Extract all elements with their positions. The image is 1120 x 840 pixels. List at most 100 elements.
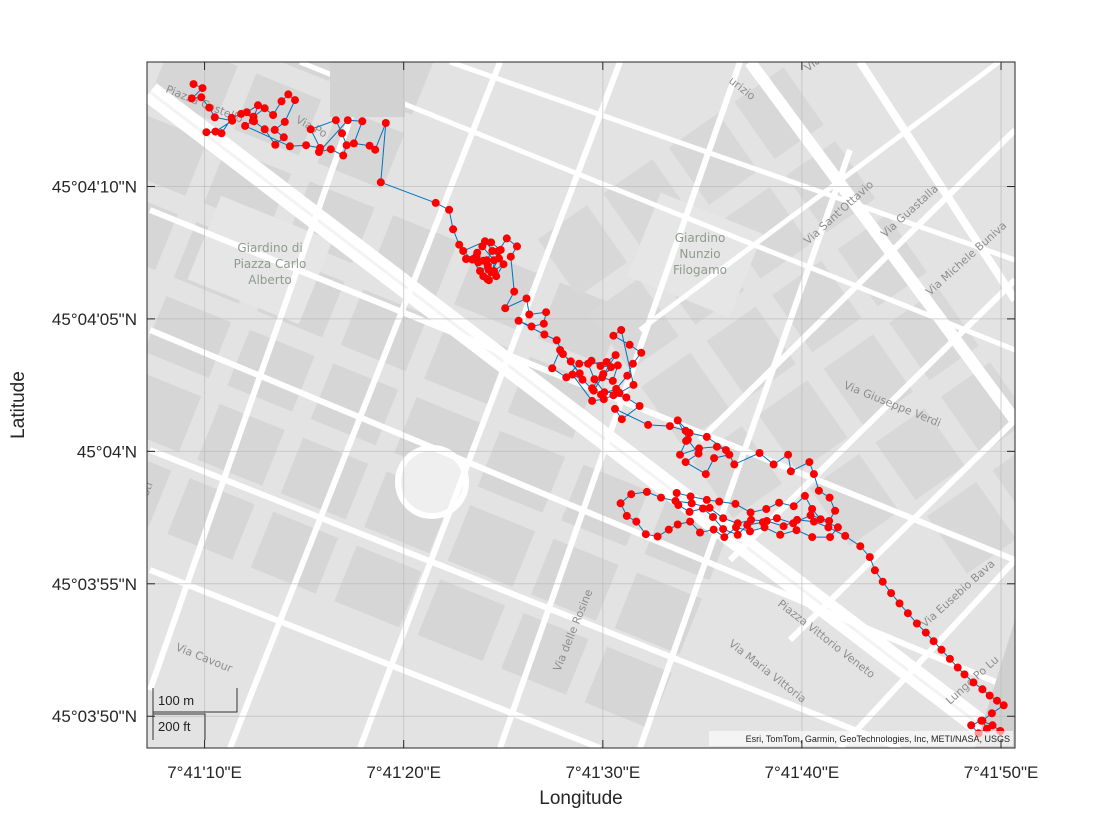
track-point [525,310,534,319]
track-point [455,240,464,249]
park-label-filogamo-line-3: Filogamo [673,263,727,277]
park-label-carlo-alberto-line-3: Alberto [248,273,292,287]
track-point [501,304,510,313]
track-point [978,685,987,694]
track-point [642,487,651,496]
track-point [552,336,561,345]
track-point [929,637,938,646]
track-point [641,530,650,539]
track-point [349,139,358,148]
park-label-filogamo-line-1: Giardino [675,231,726,245]
track-point [198,84,207,93]
track-point [671,497,680,505]
track-point [833,523,842,532]
track-point [912,619,921,628]
track-point [784,450,793,459]
track-point [279,133,288,142]
track-point [746,527,754,536]
track-point [510,287,519,296]
track-point [628,359,637,368]
track-point [953,663,962,672]
track-point [578,375,587,384]
track-point [499,260,508,269]
track-point [622,511,631,520]
track-point [653,532,662,541]
track-point [733,530,742,539]
track-point [865,553,874,562]
track-point [539,319,548,328]
track-point [816,515,825,524]
track-point [431,198,440,207]
track-point [187,94,196,103]
track-point [657,493,665,502]
axes-frame [146,61,1016,749]
track-point [476,267,484,275]
track-point [506,252,515,261]
track-point [254,101,262,110]
track-point [762,517,771,525]
track-point [625,340,634,349]
track-point [248,116,257,125]
track-point [331,116,340,125]
track-point [903,609,912,618]
track-point [449,225,458,234]
track-point [479,256,488,265]
track-point [702,495,711,504]
track-point [672,489,681,497]
track-point [710,454,719,463]
track-point [699,504,707,513]
track-point [687,499,696,508]
track-point [673,416,682,425]
label-edge-fragment: sti [139,480,156,497]
track-point [808,533,817,542]
track-point [513,242,521,251]
track-point [969,678,978,687]
track-point [702,432,711,441]
x-tick-label: 7°41'10"E [167,763,242,782]
track-point [664,525,673,534]
track-point [338,129,346,138]
track-point [685,428,694,437]
track-point [291,96,299,105]
track-point [189,80,198,89]
track-point [339,151,348,160]
track-point [269,111,278,119]
track-point [326,145,335,154]
track-point [814,486,823,495]
track-point [205,103,214,112]
y-tick-label: 45°04'10"N [52,178,137,197]
track-point [371,145,380,154]
track-point [358,117,367,126]
track-point [600,388,609,397]
track-point [719,525,728,534]
track-point [242,108,251,117]
large-building [330,62,405,117]
track-point [611,351,620,360]
x-tick-label: 7°41'40"E [765,763,840,782]
track-point [987,709,996,718]
track-point [462,255,470,263]
track-point [617,415,626,424]
track-point [611,404,619,413]
track-point [623,371,632,380]
track-point [522,294,531,303]
track-point [809,517,818,526]
track-points [187,80,1008,738]
track-point [211,127,220,136]
track-point [696,528,704,537]
grid-lines [147,62,1015,748]
track-point [730,460,739,469]
track-point [260,104,269,113]
track-point [747,515,756,524]
track-point [712,442,721,451]
x-tick-label: 7°41'30"E [565,763,640,782]
track-point [584,359,593,368]
track-point [715,497,724,506]
x-tick-label: 7°41'20"E [366,763,441,782]
track-point [937,645,946,654]
track-point [487,238,496,247]
y-tick-label: 45°03'55"N [52,575,137,594]
track-point [484,276,493,285]
track-point [831,506,840,515]
track-point [635,402,644,410]
